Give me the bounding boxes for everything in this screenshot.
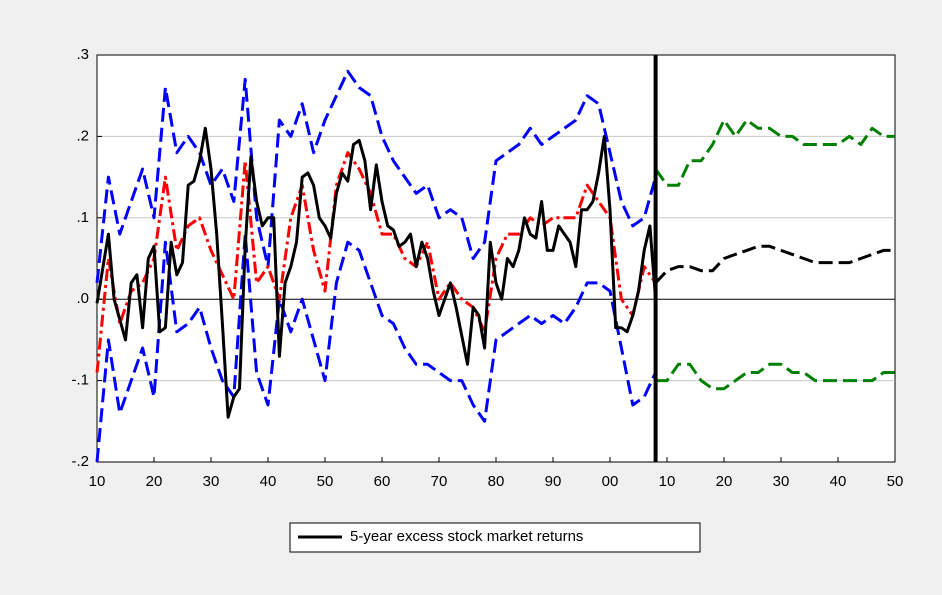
y-tick-label: .3 [76, 46, 89, 63]
series-line [655, 362, 895, 391]
series-line [654, 244, 895, 284]
x-tick-label: 20 [716, 473, 733, 490]
legend-box [289, 522, 701, 553]
x-tick-label: 90 [545, 473, 562, 490]
x-tick-label: 30 [773, 473, 790, 490]
y-tick-label: .1 [76, 209, 89, 226]
x-tick-label: 40 [830, 473, 847, 490]
series-line [95, 69, 658, 284]
x-tick-label: 60 [374, 473, 391, 490]
x-tick-label: 50 [887, 473, 904, 490]
legend-label: 5-year excess stock market returns [350, 528, 583, 545]
series-line [95, 126, 658, 419]
x-tick-label: 00 [602, 473, 619, 490]
series-line [654, 118, 895, 187]
x-tick-label: 10 [659, 473, 676, 490]
x-tick-label: 10 [89, 473, 106, 490]
x-tick-label: 80 [488, 473, 505, 490]
x-tick-label: 40 [260, 473, 277, 490]
x-tick-label: 70 [431, 473, 448, 490]
x-tick-label: 20 [146, 473, 163, 490]
x-tick-label: 30 [203, 473, 220, 490]
y-tick-label: .0 [76, 290, 89, 307]
y-tick-label: -.2 [71, 453, 89, 470]
y-tick-label: .2 [76, 127, 89, 144]
y-tick-label: -.1 [71, 372, 89, 389]
series-line [95, 151, 657, 373]
x-tick-label: 50 [317, 473, 334, 490]
